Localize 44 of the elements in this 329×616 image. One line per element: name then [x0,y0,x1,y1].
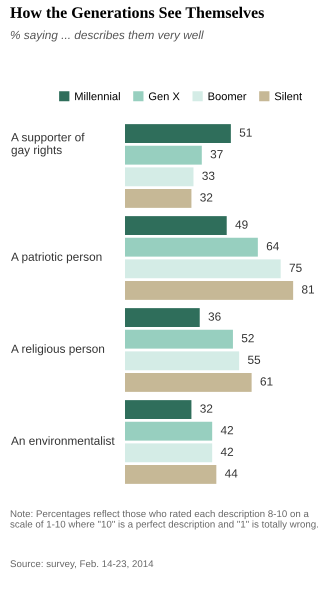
text: Note: Percentages reflect those who rated each description 8-10 on a scale of 1-10 where "10" is a perfect description and "1" is totally wrong. [10,510,318,530]
data-label: 49 [235,220,248,229]
y-tick-label: A supporter of gay rights [11,132,85,156]
bar [125,189,192,208]
chart-subtitle: % saying ... describes them very well [10,30,204,42]
data-label: 32 [200,193,212,202]
data-label: 75 [290,264,302,272]
bar [125,281,294,300]
legend-label: Millennial [75,92,120,100]
bar [125,308,200,327]
source-note: Source: survey, Feb. 14-23, 2014 [10,560,154,570]
data-label: 44 [224,469,238,478]
bar [125,422,212,441]
bar [125,373,252,392]
data-label: 51 [240,128,252,137]
bar [125,351,240,370]
bar [125,238,258,257]
bar [125,124,231,143]
bar [125,400,192,419]
y-tick-label: A patriotic person [11,252,102,264]
data-label: 32 [200,404,212,413]
data-label: 33 [202,172,214,180]
data-label: 52 [242,334,254,342]
data-label: 61 [260,377,273,386]
bar [125,259,281,278]
data-label: 64 [266,242,279,250]
legend-label: Silent [274,92,302,100]
y-tick-label: A religious person [11,344,104,356]
data-label: 37 [210,150,223,158]
legend-label: Gen X [148,92,180,100]
bar [125,216,227,235]
data-label: 36 [208,312,221,321]
data-label: 42 [220,448,234,456]
bar [125,465,216,484]
data-label: 81 [302,285,314,294]
bar [125,330,233,349]
data-label: 42 [220,426,234,434]
data-label: 55 [248,356,260,364]
y-tick-label: An environmentalist [11,436,115,445]
chart-title: How the Generations See Themselves [10,6,264,18]
bar [125,443,212,462]
bar [125,167,194,186]
legend-label: Boomer [208,92,246,100]
bar [125,146,202,165]
